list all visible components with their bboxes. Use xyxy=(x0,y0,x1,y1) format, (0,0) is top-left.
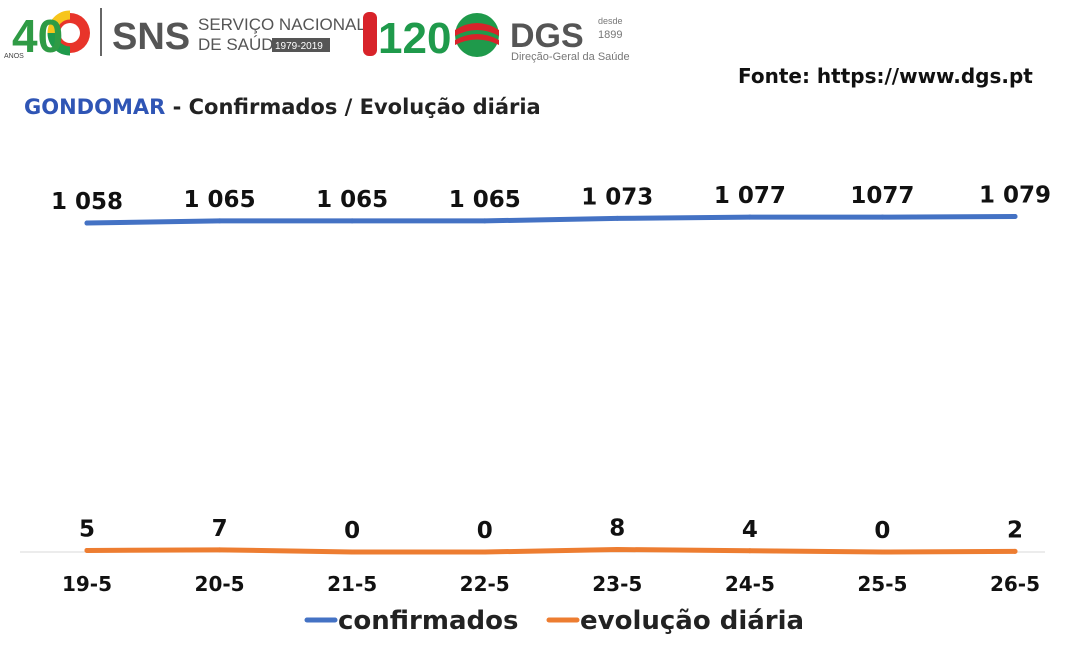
data-point-confirmados-24-5 xyxy=(747,214,753,220)
data-label-confirmados-23-5: 1 073 xyxy=(581,184,653,210)
x-tick-label-20-5: 20-5 xyxy=(195,572,245,596)
dgs-number: 120 xyxy=(378,14,451,63)
data-point-evolucao-25-5 xyxy=(879,549,885,555)
chart-title: GONDOMAR - Confirmados / Evolução diária xyxy=(24,95,541,119)
series-line-evolucao xyxy=(84,547,1018,555)
header-logos: 40 ANOS SNS SERVIÇO NACIONAL DE SAÚDE 19… xyxy=(4,8,630,63)
data-point-confirmados-19-5 xyxy=(84,220,90,226)
dgs-fullname: Direção-Geral da Saúde xyxy=(511,51,630,63)
data-label-evolucao-25-5: 0 xyxy=(874,518,890,544)
data-label-evolucao-23-5: 8 xyxy=(609,516,625,542)
dgs-since-year: 1899 xyxy=(598,29,622,41)
sns-name-line1: SERVIÇO NACIONAL xyxy=(198,15,366,34)
x-tick-label-19-5: 19-5 xyxy=(62,572,112,596)
data-point-confirmados-21-5 xyxy=(349,218,355,224)
data-point-evolucao-21-5 xyxy=(349,549,355,555)
data-point-evolucao-19-5 xyxy=(84,547,90,553)
data-point-evolucao-26-5 xyxy=(1012,548,1018,554)
x-tick-label-24-5: 24-5 xyxy=(725,572,775,596)
sns-logo: SNS SERVIÇO NACIONAL DE SAÚDE 1979-2019 xyxy=(112,15,366,58)
legend-label-evolucao: evolução diária xyxy=(580,606,804,636)
anniversary-logo: 40 ANOS xyxy=(4,10,90,62)
data-label-confirmados-26-5: 1 079 xyxy=(979,183,1051,209)
x-tick-label-21-5: 21-5 xyxy=(327,572,377,596)
sns-years: 1979-2019 xyxy=(275,41,323,52)
data-point-confirmados-25-5 xyxy=(879,214,885,220)
data-point-evolucao-22-5 xyxy=(482,549,488,555)
data-label-evolucao-26-5: 2 xyxy=(1007,517,1023,543)
legend-label-confirmados: confirmados xyxy=(338,606,518,636)
data-label-evolucao-20-5: 7 xyxy=(212,516,228,542)
data-label-confirmados-19-5: 1 058 xyxy=(51,189,123,215)
data-label-confirmados-25-5: 1077 xyxy=(850,183,914,209)
x-tick-label-22-5: 22-5 xyxy=(460,572,510,596)
data-point-evolucao-23-5 xyxy=(614,547,620,553)
data-point-confirmados-23-5 xyxy=(614,215,620,221)
data-label-confirmados-24-5: 1 077 xyxy=(714,183,786,209)
sns-name-line2: DE SAÚDE xyxy=(198,35,285,54)
data-point-confirmados-22-5 xyxy=(482,218,488,224)
dgs-logo: ANOS 120 DGS desde 1899 Direção-Geral da… xyxy=(363,12,630,63)
data-label-evolucao-21-5: 0 xyxy=(344,518,360,544)
x-tick-label-23-5: 23-5 xyxy=(592,572,642,596)
data-label-confirmados-20-5: 1 065 xyxy=(184,187,256,213)
anniversary-number: 40 xyxy=(12,10,63,62)
data-point-evolucao-24-5 xyxy=(747,548,753,554)
series-line-confirmados xyxy=(84,214,1018,226)
sns-acronym: SNS xyxy=(112,16,190,58)
source-note: Fonte: https://www.dgs.pt xyxy=(738,64,1033,88)
line-chart: 1 058 1 065 1 065 1 065 1 073 1 077 1077 1 079 5… xyxy=(20,183,1051,636)
anniversary-word: ANOS xyxy=(4,53,24,60)
data-point-confirmados-26-5 xyxy=(1012,214,1018,220)
data-label-confirmados-22-5: 1 065 xyxy=(449,187,521,213)
data-label-evolucao-19-5: 5 xyxy=(79,516,95,542)
data-label-evolucao-24-5: 4 xyxy=(742,517,758,543)
x-tick-label-26-5: 26-5 xyxy=(990,572,1040,596)
data-label-evolucao-22-5: 0 xyxy=(477,518,493,544)
data-label-confirmados-21-5: 1 065 xyxy=(316,187,388,213)
title-rest: - Confirmados / Evolução diária xyxy=(165,95,541,119)
dgs-acronym: DGS xyxy=(510,17,584,55)
data-point-evolucao-20-5 xyxy=(217,547,223,553)
x-tick-label-25-5: 25-5 xyxy=(857,572,907,596)
title-place: GONDOMAR xyxy=(24,95,166,119)
dgs-anos: ANOS xyxy=(378,16,387,39)
header-divider xyxy=(100,8,102,56)
data-point-confirmados-20-5 xyxy=(217,218,223,224)
dgs-since-word: desde xyxy=(598,16,623,26)
